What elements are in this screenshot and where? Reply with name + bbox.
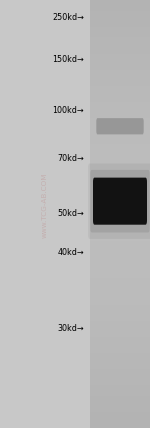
Bar bbox=[90, 321, 150, 327]
Bar bbox=[90, 332, 150, 337]
Bar bbox=[90, 150, 150, 155]
Bar bbox=[90, 123, 150, 128]
Bar bbox=[90, 396, 150, 401]
Text: 100kd→: 100kd→ bbox=[52, 106, 84, 115]
Bar bbox=[90, 246, 150, 252]
Bar bbox=[90, 113, 150, 118]
Text: 40kd→: 40kd→ bbox=[57, 248, 84, 257]
Bar bbox=[90, 305, 150, 310]
Bar bbox=[90, 380, 150, 385]
Bar bbox=[90, 294, 150, 300]
Bar bbox=[90, 38, 150, 43]
Bar bbox=[90, 316, 150, 321]
Bar bbox=[90, 209, 150, 214]
Bar bbox=[90, 91, 150, 96]
Bar bbox=[90, 96, 150, 102]
Bar bbox=[90, 300, 150, 305]
Bar bbox=[90, 0, 150, 5]
Bar bbox=[90, 385, 150, 390]
FancyBboxPatch shape bbox=[88, 163, 150, 239]
Bar bbox=[90, 289, 150, 294]
Text: 50kd→: 50kd→ bbox=[57, 209, 84, 219]
Bar bbox=[90, 241, 150, 246]
Bar bbox=[90, 310, 150, 316]
Bar bbox=[90, 364, 150, 369]
Bar bbox=[90, 59, 150, 64]
Text: www.TCG-AB.COM: www.TCG-AB.COM bbox=[42, 172, 48, 238]
Bar bbox=[90, 390, 150, 396]
Bar bbox=[90, 102, 150, 107]
Bar bbox=[90, 0, 150, 428]
Bar bbox=[90, 54, 150, 59]
Bar bbox=[90, 374, 150, 380]
Bar bbox=[90, 75, 150, 80]
Bar bbox=[90, 193, 150, 198]
Text: 30kd→: 30kd→ bbox=[57, 324, 84, 333]
Bar bbox=[90, 43, 150, 48]
Bar bbox=[90, 417, 150, 423]
Bar bbox=[90, 64, 150, 70]
Bar bbox=[90, 32, 150, 38]
Bar bbox=[90, 6, 150, 11]
Bar bbox=[90, 278, 150, 283]
Bar bbox=[90, 401, 150, 407]
Bar bbox=[90, 177, 150, 182]
FancyBboxPatch shape bbox=[93, 178, 147, 225]
Bar bbox=[90, 423, 150, 428]
Bar bbox=[90, 257, 150, 262]
Bar bbox=[90, 235, 150, 241]
Bar bbox=[90, 182, 150, 187]
FancyBboxPatch shape bbox=[96, 118, 144, 134]
Bar bbox=[90, 284, 150, 289]
Bar bbox=[90, 353, 150, 359]
Bar bbox=[90, 348, 150, 353]
Bar bbox=[90, 27, 150, 32]
Bar bbox=[90, 326, 150, 332]
Bar bbox=[90, 198, 150, 203]
Bar bbox=[90, 337, 150, 342]
Bar bbox=[90, 187, 150, 193]
Bar bbox=[90, 107, 150, 112]
Bar bbox=[90, 262, 150, 268]
FancyBboxPatch shape bbox=[90, 170, 150, 232]
Bar bbox=[90, 342, 150, 348]
Bar bbox=[90, 359, 150, 364]
Text: 70kd→: 70kd→ bbox=[57, 154, 84, 163]
Bar bbox=[90, 225, 150, 230]
Bar bbox=[90, 369, 150, 374]
Bar bbox=[90, 86, 150, 91]
Bar bbox=[90, 21, 150, 27]
Bar bbox=[90, 118, 150, 123]
Bar bbox=[90, 166, 150, 171]
Bar bbox=[90, 139, 150, 145]
Bar bbox=[90, 160, 150, 166]
Text: 250kd→: 250kd→ bbox=[52, 13, 84, 23]
Bar bbox=[90, 145, 150, 150]
Bar bbox=[90, 134, 150, 139]
Bar bbox=[90, 48, 150, 54]
Bar bbox=[90, 70, 150, 75]
Bar bbox=[90, 407, 150, 412]
Bar bbox=[90, 11, 150, 16]
Bar bbox=[90, 203, 150, 209]
Bar bbox=[90, 220, 150, 225]
Bar bbox=[90, 128, 150, 134]
Bar bbox=[90, 273, 150, 278]
Bar bbox=[90, 171, 150, 176]
Text: 150kd→: 150kd→ bbox=[52, 54, 84, 64]
Bar bbox=[90, 155, 150, 160]
Bar bbox=[90, 230, 150, 235]
Bar bbox=[90, 412, 150, 417]
Bar bbox=[90, 80, 150, 86]
Bar bbox=[90, 214, 150, 219]
Bar bbox=[90, 16, 150, 21]
Bar bbox=[90, 252, 150, 257]
Bar bbox=[90, 268, 150, 273]
